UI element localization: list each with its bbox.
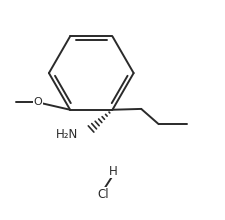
Text: Cl: Cl — [97, 188, 108, 201]
Text: O: O — [34, 97, 42, 107]
Text: H₂N: H₂N — [56, 128, 78, 141]
Text: H: H — [108, 165, 117, 178]
